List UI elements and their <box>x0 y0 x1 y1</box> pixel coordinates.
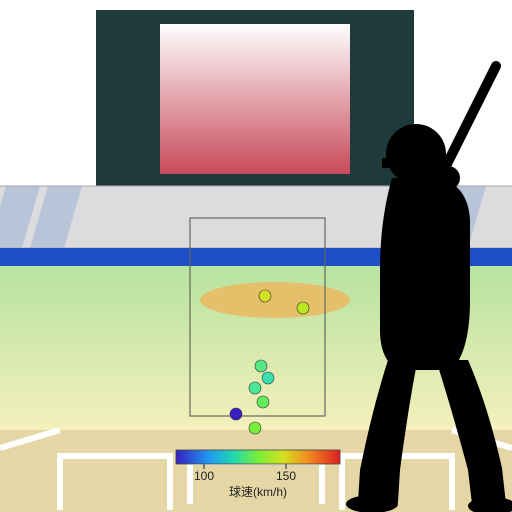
infield-dirt <box>0 430 512 512</box>
colorbar-tick-label: 100 <box>194 469 214 483</box>
pitchers-mound <box>200 282 350 318</box>
colorbar-title: 球速(km/h) <box>229 485 287 499</box>
pitch-location-chart: 100 150 球速(km/h) <box>0 0 512 512</box>
colorbar-tick-label: 150 <box>276 469 296 483</box>
pitch-marker <box>297 302 309 314</box>
pitch-marker <box>230 408 242 420</box>
pitch-marker <box>262 372 274 384</box>
pitch-marker <box>249 422 261 434</box>
pitch-marker <box>249 382 261 394</box>
pitch-marker <box>259 290 271 302</box>
pitch-marker <box>257 396 269 408</box>
pitch-marker <box>255 360 267 372</box>
